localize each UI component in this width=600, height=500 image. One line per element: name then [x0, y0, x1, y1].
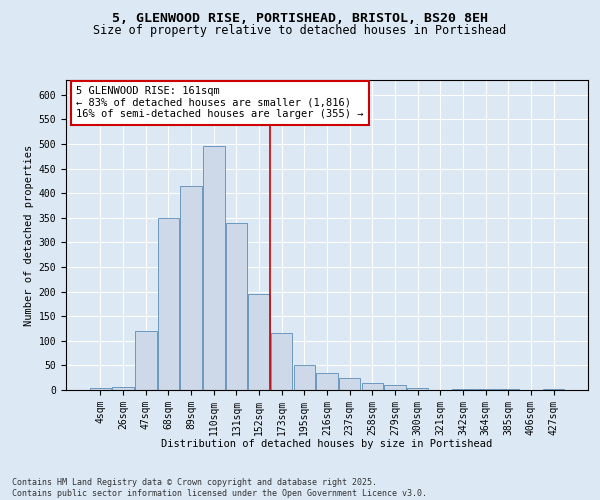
Y-axis label: Number of detached properties: Number of detached properties: [25, 144, 34, 326]
Bar: [293, 366, 315, 390]
Bar: [475, 389, 496, 390]
Bar: [452, 388, 473, 390]
Bar: [226, 222, 247, 390]
Bar: [271, 334, 292, 390]
Bar: [135, 331, 157, 390]
Bar: [158, 218, 179, 390]
Bar: [203, 146, 224, 390]
Text: 5 GLENWOOD RISE: 161sqm
← 83% of detached houses are smaller (1,816)
16% of semi: 5 GLENWOOD RISE: 161sqm ← 83% of detache…: [76, 86, 364, 120]
Bar: [181, 186, 202, 390]
Bar: [362, 382, 383, 390]
Text: Contains HM Land Registry data © Crown copyright and database right 2025.
Contai: Contains HM Land Registry data © Crown c…: [12, 478, 427, 498]
Bar: [339, 378, 361, 390]
Bar: [497, 389, 519, 390]
Bar: [248, 294, 270, 390]
Bar: [316, 373, 338, 390]
Bar: [90, 388, 111, 390]
Bar: [384, 385, 406, 390]
Bar: [407, 388, 428, 390]
X-axis label: Distribution of detached houses by size in Portishead: Distribution of detached houses by size …: [161, 439, 493, 449]
Bar: [543, 389, 564, 390]
Bar: [112, 387, 134, 390]
Text: Size of property relative to detached houses in Portishead: Size of property relative to detached ho…: [94, 24, 506, 37]
Text: 5, GLENWOOD RISE, PORTISHEAD, BRISTOL, BS20 8EH: 5, GLENWOOD RISE, PORTISHEAD, BRISTOL, B…: [112, 12, 488, 26]
